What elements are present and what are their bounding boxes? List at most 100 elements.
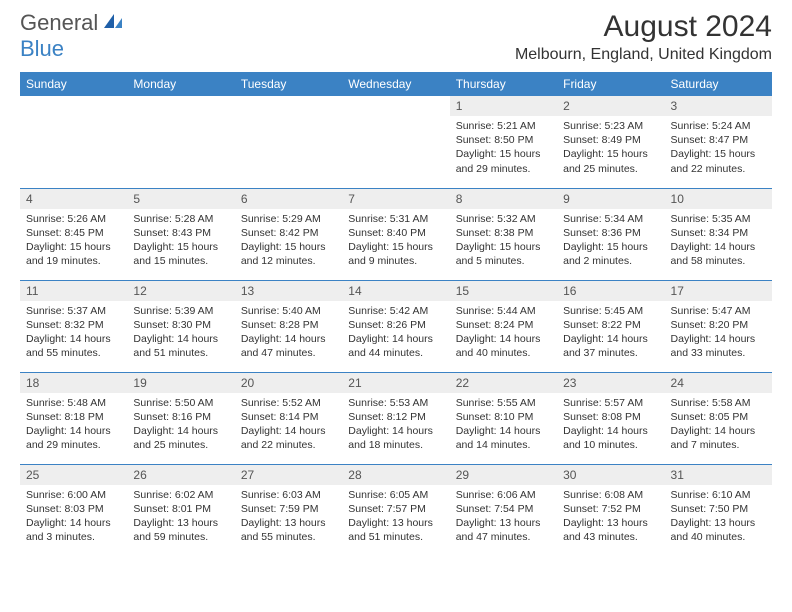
sunrise: Sunrise: 6:03 AM: [241, 488, 336, 502]
calendar-cell: [342, 96, 449, 188]
sunrise: Sunrise: 5:28 AM: [133, 212, 228, 226]
daylight: Daylight: 15 hours and 15 minutes.: [133, 240, 228, 268]
day-number: 21: [342, 373, 449, 393]
daylight: Daylight: 14 hours and 29 minutes.: [26, 424, 121, 452]
day-details: Sunrise: 6:08 AMSunset: 7:52 PMDaylight:…: [557, 485, 664, 548]
day-details: Sunrise: 5:31 AMSunset: 8:40 PMDaylight:…: [342, 209, 449, 272]
sunrise: Sunrise: 5:42 AM: [348, 304, 443, 318]
calendar-cell: 10Sunrise: 5:35 AMSunset: 8:34 PMDayligh…: [665, 188, 772, 280]
sunset: Sunset: 8:22 PM: [563, 318, 658, 332]
sunrise: Sunrise: 5:32 AM: [456, 212, 551, 226]
logo-line2: Blue: [20, 36, 64, 62]
day-details: Sunrise: 6:06 AMSunset: 7:54 PMDaylight:…: [450, 485, 557, 548]
location: Melbourn, England, United Kingdom: [515, 46, 772, 64]
sunset: Sunset: 8:20 PM: [671, 318, 766, 332]
daylight: Daylight: 14 hours and 47 minutes.: [241, 332, 336, 360]
sunset: Sunset: 8:50 PM: [456, 133, 551, 147]
daylight: Daylight: 15 hours and 2 minutes.: [563, 240, 658, 268]
day-number: 31: [665, 465, 772, 485]
sunset: Sunset: 8:36 PM: [563, 226, 658, 240]
sunset: Sunset: 8:49 PM: [563, 133, 658, 147]
day-number: 11: [20, 281, 127, 301]
day-details: Sunrise: 5:26 AMSunset: 8:45 PMDaylight:…: [20, 209, 127, 272]
sunset: Sunset: 7:50 PM: [671, 502, 766, 516]
calendar-cell: 27Sunrise: 6:03 AMSunset: 7:59 PMDayligh…: [235, 464, 342, 556]
day-details: Sunrise: 5:39 AMSunset: 8:30 PMDaylight:…: [127, 301, 234, 364]
day-details: Sunrise: 6:10 AMSunset: 7:50 PMDaylight:…: [665, 485, 772, 548]
day-number: 2: [557, 96, 664, 116]
day-number: 24: [665, 373, 772, 393]
day-details: Sunrise: 5:24 AMSunset: 8:47 PMDaylight:…: [665, 116, 772, 179]
logo: General: [20, 10, 126, 36]
sunset: Sunset: 8:03 PM: [26, 502, 121, 516]
daylight: Daylight: 14 hours and 55 minutes.: [26, 332, 121, 360]
day-number: 25: [20, 465, 127, 485]
day-number: 14: [342, 281, 449, 301]
daylight: Daylight: 13 hours and 47 minutes.: [456, 516, 551, 544]
calendar-cell: 30Sunrise: 6:08 AMSunset: 7:52 PMDayligh…: [557, 464, 664, 556]
sunset: Sunset: 8:40 PM: [348, 226, 443, 240]
sunset: Sunset: 7:59 PM: [241, 502, 336, 516]
day-details: Sunrise: 5:32 AMSunset: 8:38 PMDaylight:…: [450, 209, 557, 272]
day-number: 29: [450, 465, 557, 485]
daylight: Daylight: 14 hours and 25 minutes.: [133, 424, 228, 452]
sunset: Sunset: 8:10 PM: [456, 410, 551, 424]
sunset: Sunset: 8:34 PM: [671, 226, 766, 240]
day-details: Sunrise: 5:44 AMSunset: 8:24 PMDaylight:…: [450, 301, 557, 364]
sunset: Sunset: 8:42 PM: [241, 226, 336, 240]
sunrise: Sunrise: 6:00 AM: [26, 488, 121, 502]
sunrise: Sunrise: 5:26 AM: [26, 212, 121, 226]
sunrise: Sunrise: 5:53 AM: [348, 396, 443, 410]
day-details: Sunrise: 6:02 AMSunset: 8:01 PMDaylight:…: [127, 485, 234, 548]
calendar-cell: 14Sunrise: 5:42 AMSunset: 8:26 PMDayligh…: [342, 280, 449, 372]
sunrise: Sunrise: 5:47 AM: [671, 304, 766, 318]
calendar-cell: 21Sunrise: 5:53 AMSunset: 8:12 PMDayligh…: [342, 372, 449, 464]
calendar-cell: 9Sunrise: 5:34 AMSunset: 8:36 PMDaylight…: [557, 188, 664, 280]
day-number: 27: [235, 465, 342, 485]
sunset: Sunset: 8:18 PM: [26, 410, 121, 424]
sunset: Sunset: 7:57 PM: [348, 502, 443, 516]
calendar-cell: 20Sunrise: 5:52 AMSunset: 8:14 PMDayligh…: [235, 372, 342, 464]
daylight: Daylight: 15 hours and 12 minutes.: [241, 240, 336, 268]
day-details: Sunrise: 6:03 AMSunset: 7:59 PMDaylight:…: [235, 485, 342, 548]
daylight: Daylight: 13 hours and 55 minutes.: [241, 516, 336, 544]
sunset: Sunset: 8:24 PM: [456, 318, 551, 332]
day-details: Sunrise: 5:53 AMSunset: 8:12 PMDaylight:…: [342, 393, 449, 456]
sunset: Sunset: 8:08 PM: [563, 410, 658, 424]
calendar-cell: 12Sunrise: 5:39 AMSunset: 8:30 PMDayligh…: [127, 280, 234, 372]
day-details: Sunrise: 5:48 AMSunset: 8:18 PMDaylight:…: [20, 393, 127, 456]
weekday-header: Sunday: [20, 72, 127, 96]
daylight: Daylight: 13 hours and 51 minutes.: [348, 516, 443, 544]
daylight: Daylight: 15 hours and 5 minutes.: [456, 240, 551, 268]
sunset: Sunset: 8:45 PM: [26, 226, 121, 240]
calendar-cell: 4Sunrise: 5:26 AMSunset: 8:45 PMDaylight…: [20, 188, 127, 280]
day-number: 9: [557, 189, 664, 209]
calendar-week-row: 25 Sunrise: 6:00 AMSunset: 8:03 PM Dayligh…: [20, 464, 772, 556]
calendar-week-row: 1Sunrise: 5:21 AMSunset: 8:50 PMDaylight…: [20, 96, 772, 188]
daylight: Daylight: 14 hours and 10 minutes.: [563, 424, 658, 452]
sunrise: Sunrise: 5:24 AM: [671, 119, 766, 133]
day-number: 1: [450, 96, 557, 116]
day-details: Sunrise: 5:58 AMSunset: 8:05 PMDaylight:…: [665, 393, 772, 456]
calendar-cell: 31Sunrise: 6:10 AMSunset: 7:50 PMDayligh…: [665, 464, 772, 556]
daylight: Daylight: 15 hours and 9 minutes.: [348, 240, 443, 268]
daylight: Daylight: 14 hours and 40 minutes.: [456, 332, 551, 360]
calendar-cell: 8Sunrise: 5:32 AMSunset: 8:38 PMDaylight…: [450, 188, 557, 280]
day-details: Sunrise: 5:45 AMSunset: 8:22 PMDaylight:…: [557, 301, 664, 364]
sunrise: Sunrise: 5:52 AM: [241, 396, 336, 410]
sunrise: Sunrise: 5:55 AM: [456, 396, 551, 410]
weekday-header: Friday: [557, 72, 664, 96]
day-number: 4: [20, 189, 127, 209]
calendar-cell: 28Sunrise: 6:05 AMSunset: 7:57 PMDayligh…: [342, 464, 449, 556]
day-number: 13: [235, 281, 342, 301]
calendar-week-row: 18Sunrise: 5:48 AMSunset: 8:18 PMDayligh…: [20, 372, 772, 464]
daylight: Daylight: 14 hours and 58 minutes.: [671, 240, 766, 268]
sunrise: Sunrise: 6:08 AM: [563, 488, 658, 502]
daylight: Daylight: 13 hours and 59 minutes.: [133, 516, 228, 544]
daylight: Daylight: 14 hours and 33 minutes.: [671, 332, 766, 360]
calendar-cell: 19Sunrise: 5:50 AMSunset: 8:16 PMDayligh…: [127, 372, 234, 464]
sunrise: Sunrise: 5:45 AM: [563, 304, 658, 318]
daylight: Daylight: 15 hours and 29 minutes.: [456, 147, 551, 175]
daylight: Daylight: 14 hours and 14 minutes.: [456, 424, 551, 452]
weekday-header-row: Sunday Monday Tuesday Wednesday Thursday…: [20, 72, 772, 96]
